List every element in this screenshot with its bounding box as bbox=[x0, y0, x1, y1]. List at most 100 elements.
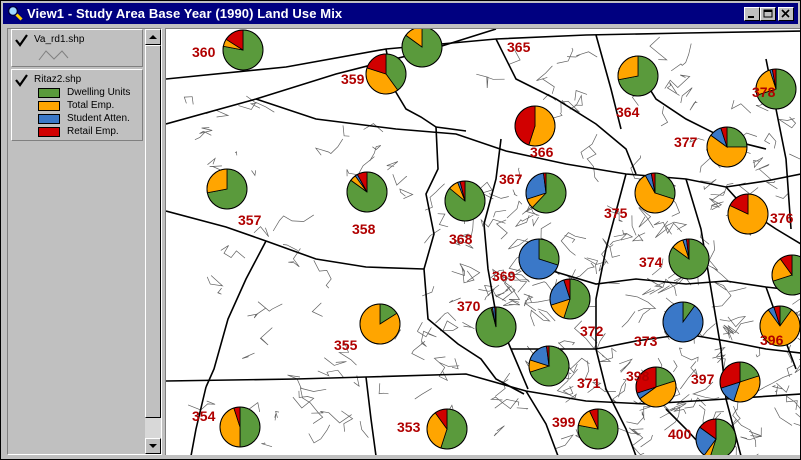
theme-ritaz[interactable]: Ritaz2.shp Dwelling Units Total Emp. Stu… bbox=[11, 69, 143, 141]
zone-pie-399[interactable] bbox=[577, 408, 619, 450]
zone-pie-368[interactable] bbox=[444, 180, 486, 222]
scroll-down-button[interactable] bbox=[145, 438, 161, 454]
minimize-button[interactable] bbox=[744, 7, 760, 21]
zone-pie-365[interactable] bbox=[401, 29, 443, 68]
zone-label: 376 bbox=[770, 210, 794, 226]
minor-road bbox=[638, 207, 654, 228]
minor-road bbox=[729, 405, 741, 429]
minor-road bbox=[292, 390, 315, 409]
minor-road bbox=[562, 386, 577, 403]
maximize-button[interactable] bbox=[760, 7, 776, 21]
minor-road bbox=[521, 206, 538, 216]
title-bar[interactable]: View1 - Study Area Base Year (1990) Land… bbox=[3, 3, 798, 24]
zone-pie-398[interactable] bbox=[635, 366, 677, 408]
minor-road bbox=[299, 387, 324, 424]
zone-pie-366[interactable] bbox=[514, 105, 556, 147]
minor-road bbox=[621, 311, 636, 328]
minor-road bbox=[314, 138, 344, 156]
zone-label: 371 bbox=[577, 375, 601, 391]
zone-pie-367[interactable] bbox=[525, 172, 567, 214]
minor-road bbox=[638, 206, 652, 228]
minor-road bbox=[353, 375, 360, 388]
minor-road bbox=[461, 266, 475, 284]
minor-road bbox=[641, 411, 645, 421]
zone-pie-371[interactable] bbox=[528, 345, 570, 387]
zone-pie-369[interactable] bbox=[518, 238, 560, 280]
minor-road bbox=[723, 320, 754, 335]
toc-scrollbar[interactable] bbox=[145, 29, 161, 454]
minor-road bbox=[504, 273, 530, 294]
minor-road bbox=[417, 322, 432, 338]
scroll-thumb[interactable] bbox=[145, 45, 161, 418]
minor-road bbox=[620, 229, 634, 241]
minor-road bbox=[422, 286, 435, 297]
minor-road bbox=[584, 257, 599, 265]
minor-road bbox=[794, 359, 800, 374]
minor-road bbox=[649, 36, 668, 61]
minor-road bbox=[311, 302, 323, 317]
minor-road bbox=[341, 410, 354, 432]
map-canvas[interactable]: 360 359 365 364 366 378 377 367 375 376 357 358 368 3… bbox=[165, 28, 800, 455]
zone-pie-377[interactable] bbox=[706, 126, 748, 168]
zone-pie-397[interactable] bbox=[719, 361, 761, 403]
minor-road bbox=[484, 284, 493, 297]
theme-roads[interactable]: Va_rd1.shp bbox=[11, 29, 143, 67]
zone-label: 365 bbox=[507, 39, 531, 55]
map-display[interactable]: 360 359 365 364 366 378 377 367 375 376 357 358 368 3… bbox=[166, 29, 800, 455]
scroll-up-button[interactable] bbox=[145, 29, 161, 45]
minor-road bbox=[503, 300, 521, 306]
zone-pie-375[interactable] bbox=[634, 172, 676, 214]
minor-road bbox=[774, 407, 793, 426]
minor-road bbox=[194, 131, 206, 141]
zone-pie-370[interactable] bbox=[475, 306, 517, 348]
theme-name: Ritaz2.shp bbox=[34, 74, 82, 85]
zone-pie-364[interactable] bbox=[617, 55, 659, 97]
zone-pie-360[interactable] bbox=[222, 29, 264, 71]
minor-road bbox=[275, 410, 280, 418]
arrow-down-icon bbox=[149, 444, 157, 448]
pie-outline bbox=[635, 366, 677, 408]
zone-pie-396[interactable] bbox=[759, 305, 800, 347]
minor-road bbox=[564, 234, 576, 243]
minor-road bbox=[664, 406, 681, 431]
zone-pie-354[interactable] bbox=[219, 406, 261, 448]
minor-road bbox=[524, 299, 551, 312]
zone-pie-353[interactable] bbox=[426, 408, 468, 450]
minor-road bbox=[495, 219, 508, 240]
pie-outline bbox=[662, 301, 704, 343]
arrow-up-icon bbox=[149, 35, 157, 39]
zone-pie-374[interactable] bbox=[668, 238, 710, 280]
minor-road bbox=[689, 100, 698, 111]
zone-pie-355[interactable] bbox=[359, 303, 401, 345]
minor-road bbox=[359, 421, 369, 438]
zone-pie-376[interactable] bbox=[727, 193, 769, 235]
minor-road bbox=[437, 213, 449, 228]
minor-road bbox=[512, 189, 518, 197]
minor-road bbox=[580, 360, 590, 382]
minor-road bbox=[217, 287, 222, 295]
checkmark-icon[interactable] bbox=[15, 34, 28, 47]
zone-pie-373[interactable] bbox=[662, 301, 704, 343]
minor-road bbox=[259, 327, 273, 346]
zone-pie-357[interactable] bbox=[206, 168, 248, 210]
zone-label: 374 bbox=[639, 254, 663, 270]
checkmark-icon[interactable] bbox=[15, 74, 28, 87]
minor-road bbox=[311, 411, 352, 424]
zone-pie-378[interactable] bbox=[755, 68, 797, 110]
pie-outline bbox=[771, 254, 800, 296]
minor-road bbox=[449, 239, 474, 249]
zone-label: 366 bbox=[530, 144, 554, 160]
minor-road bbox=[764, 132, 777, 149]
zone-pie-400[interactable] bbox=[695, 418, 737, 455]
close-button[interactable] bbox=[778, 7, 794, 21]
zone-pie-372[interactable] bbox=[549, 278, 591, 320]
zone-pie-358[interactable] bbox=[346, 171, 388, 213]
minor-road bbox=[774, 385, 778, 396]
zone-pie-unlabeled[interactable] bbox=[771, 254, 800, 296]
minor-road bbox=[670, 43, 692, 72]
zone-pie-359[interactable] bbox=[365, 53, 407, 95]
zone-label: 397 bbox=[691, 371, 715, 387]
minor-road bbox=[700, 179, 717, 190]
minor-road bbox=[709, 198, 724, 210]
minor-road bbox=[308, 424, 331, 444]
